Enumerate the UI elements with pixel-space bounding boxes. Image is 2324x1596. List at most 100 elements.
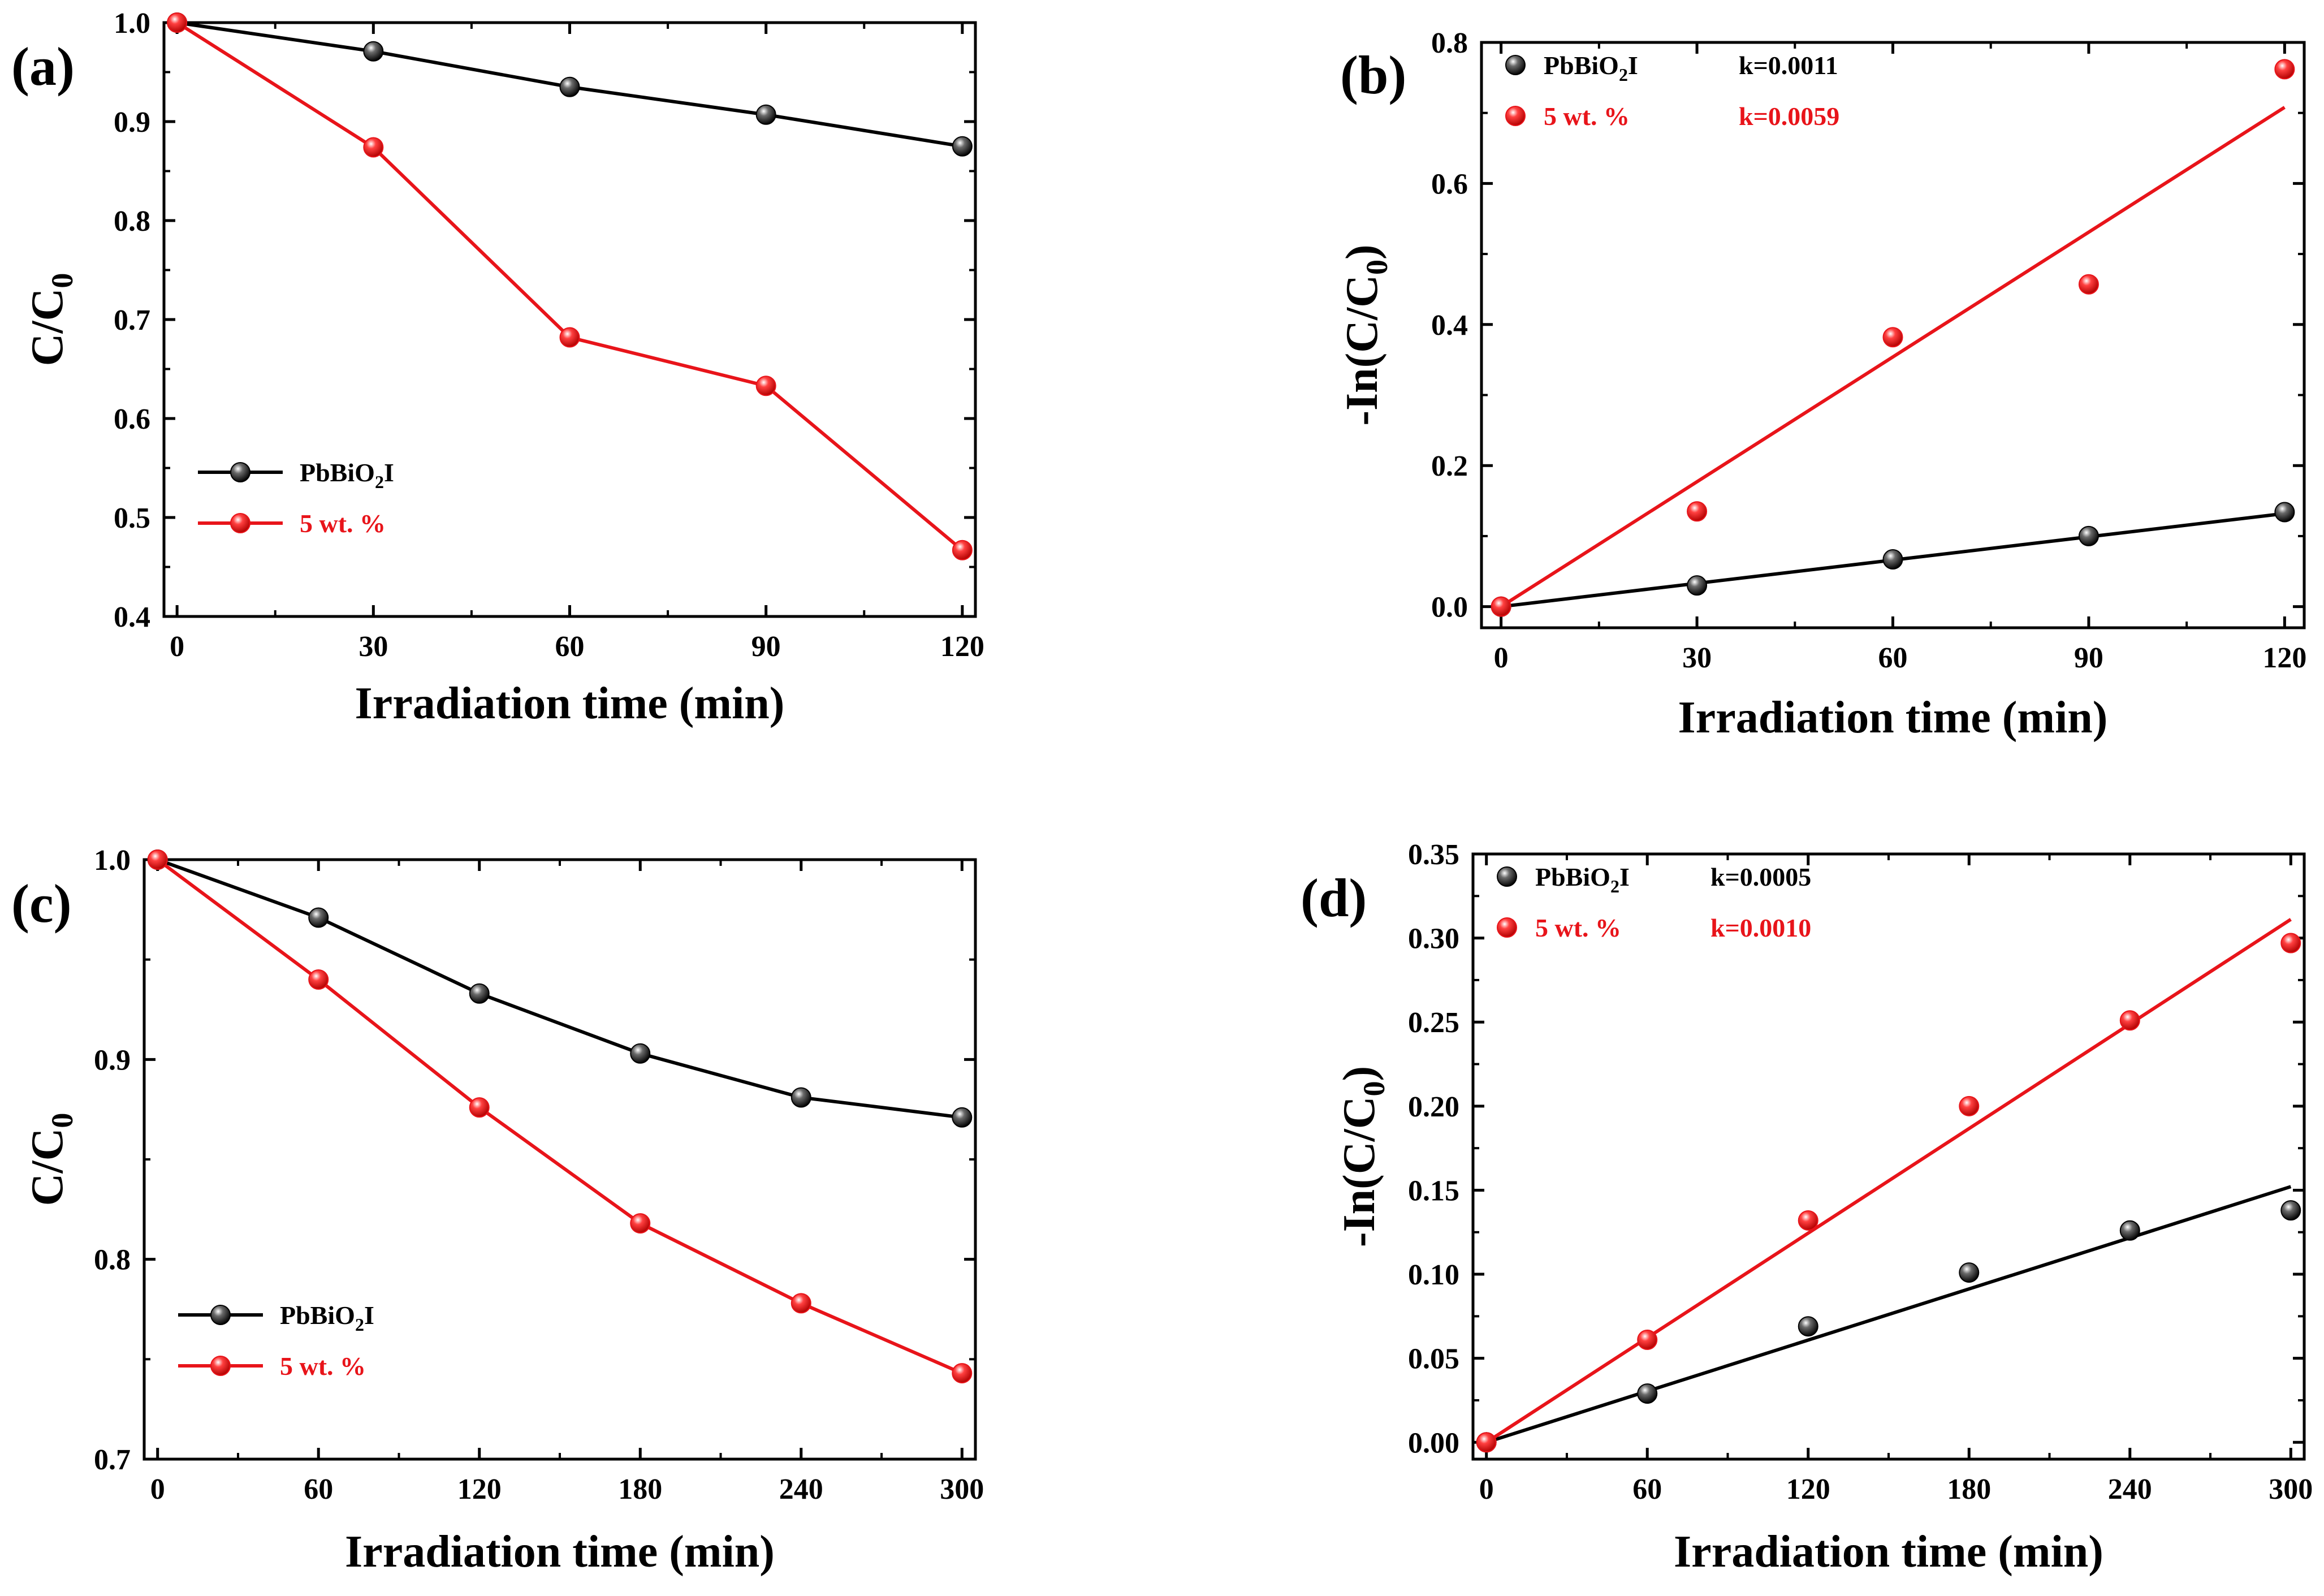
- y-tick-label: 1.0: [114, 7, 150, 40]
- x-tick-label: 240: [2108, 1473, 2152, 1506]
- y-tick-label: 0.4: [114, 601, 150, 633]
- y-tick-label: 0.6: [1431, 168, 1468, 200]
- data-point: [363, 137, 384, 158]
- legend-label: 5 wt. %: [300, 509, 386, 538]
- data-point: [308, 969, 329, 990]
- legend-marker: [210, 1305, 231, 1325]
- series-line: [176, 21, 964, 552]
- data-point: [2078, 274, 2099, 295]
- panel-a: (a) 0 30 60 90 120 0.4 0.5 0.6 0.7 0.8 0.9 1.0 Irradi…: [11, 7, 984, 728]
- data-point: [167, 12, 188, 33]
- y-tick-label: 0.25: [1408, 1007, 1459, 1039]
- series-pbbio2i: [1476, 1185, 2301, 1453]
- x-axis-title: Irradiation time (min): [1674, 1527, 2103, 1577]
- series-5wt: [1476, 918, 2301, 1453]
- legend-label: PbBiO2I: [1535, 862, 1630, 896]
- panel-d: (d) 0 60 120 180 240 300 0.00 0.05 0.10 0.15 0.20 0.…: [1301, 839, 2313, 1577]
- series-pbbio2i: [147, 849, 973, 1128]
- panel-label: (d): [1301, 868, 1367, 928]
- x-axis-title: Irradiation time (min): [1678, 693, 2108, 743]
- y-tick-label: 0.05: [1408, 1343, 1459, 1375]
- x-tick-label: 0: [1479, 1473, 1494, 1506]
- legend-label: PbBiO2I: [280, 1301, 374, 1335]
- data-point: [630, 1213, 651, 1234]
- panel-label: (c): [11, 873, 72, 934]
- x-tick-label: 0: [170, 631, 184, 663]
- data-point: [1882, 549, 1903, 570]
- panel-b: (b) 0 30 60 90 120 0.0 0.2 0.4 0.6 0.8 Irradiation …: [1337, 27, 2306, 743]
- data-point: [1798, 1316, 1818, 1337]
- series-5wt: [1491, 59, 2295, 617]
- x-tick-label: 240: [779, 1473, 823, 1506]
- y-tick-label: 0.8: [94, 1244, 131, 1276]
- x-axis-title: Irradiation time (min): [345, 1527, 775, 1577]
- x-tick-label: 120: [940, 631, 984, 663]
- data-point: [952, 1107, 973, 1128]
- x-tick-label: 60: [555, 631, 585, 663]
- data-point: [1637, 1329, 1658, 1350]
- x-tick-label: 300: [2269, 1473, 2313, 1506]
- data-point: [790, 1293, 811, 1314]
- data-point: [2274, 59, 2295, 80]
- data-point: [755, 376, 776, 396]
- data-point: [1687, 575, 1708, 596]
- legend-rate-constant: k=0.0010: [1710, 913, 1811, 942]
- plot-frame: [142, 858, 977, 1461]
- panel-label: (b): [1340, 45, 1406, 105]
- data-point: [2119, 1220, 2140, 1241]
- x-tick-label: 30: [358, 631, 388, 663]
- legend-marker: [1497, 917, 1517, 938]
- legend-label: 5 wt. %: [1535, 913, 1621, 942]
- y-tick-label: 0.4: [1431, 309, 1468, 342]
- series-line: [157, 858, 962, 1119]
- y-tick-label: 0.2: [1431, 450, 1468, 482]
- y-axis-title: -In(C/C0): [1334, 1066, 1391, 1247]
- legend-marker: [230, 462, 250, 482]
- data-point: [2078, 525, 2099, 546]
- y-tick-label: 0.35: [1408, 839, 1459, 871]
- data-point: [2280, 933, 2301, 954]
- series-5wt: [167, 12, 973, 560]
- x-tick-label: 120: [457, 1473, 502, 1506]
- data-point: [559, 76, 580, 97]
- legend-label: PbBiO2I: [1544, 51, 1638, 85]
- data-point: [308, 907, 329, 928]
- series-5wt: [147, 849, 973, 1384]
- data-point: [2274, 502, 2295, 523]
- x-axis-title: Irradiation time (min): [355, 679, 785, 728]
- data-point: [559, 327, 580, 348]
- y-tick-label: 0.7: [94, 1444, 131, 1476]
- y-tick-label: 0.9: [114, 106, 150, 139]
- fit-line: [1485, 918, 2292, 1444]
- legend-rate-constant: k=0.0059: [1739, 102, 1839, 131]
- y-tick-label: 0.0: [1431, 592, 1468, 624]
- legend-rate-constant: k=0.0005: [1710, 862, 1811, 891]
- x-tick-label: 60: [1878, 642, 1908, 674]
- data-point: [952, 1363, 973, 1384]
- y-tick-label: 0.10: [1408, 1259, 1459, 1291]
- y-tick-label: 0.20: [1408, 1091, 1459, 1123]
- legend-marker: [1505, 55, 1526, 75]
- y-tick-label: 0.15: [1408, 1175, 1459, 1207]
- data-point: [790, 1087, 811, 1108]
- data-point: [952, 136, 973, 157]
- y-tick-label: 0.6: [114, 403, 150, 435]
- x-tick-label: 90: [751, 631, 781, 663]
- y-axis-title: -In(C/C0): [1337, 244, 1394, 425]
- series-pbbio2i: [1491, 502, 2295, 617]
- fit-line: [1500, 106, 2286, 609]
- data-point: [147, 849, 168, 870]
- data-point: [363, 41, 384, 62]
- data-point: [1798, 1210, 1818, 1231]
- y-tick-label: 0.30: [1408, 923, 1459, 955]
- x-tick-label: 180: [618, 1473, 662, 1506]
- data-point: [1491, 596, 1511, 617]
- x-tick-label: 30: [1682, 642, 1712, 674]
- x-tick-label: 120: [2262, 642, 2306, 674]
- legend-label: 5 wt. %: [280, 1352, 366, 1381]
- x-tick-label: 180: [1947, 1473, 1991, 1506]
- legend: PbBiO2I k=0.0005 5 wt. % k=0.0010: [1497, 862, 1811, 942]
- y-tick-label: 0.00: [1408, 1427, 1459, 1459]
- legend: PbBiO2I 5 wt. %: [178, 1301, 374, 1381]
- data-point: [630, 1043, 651, 1064]
